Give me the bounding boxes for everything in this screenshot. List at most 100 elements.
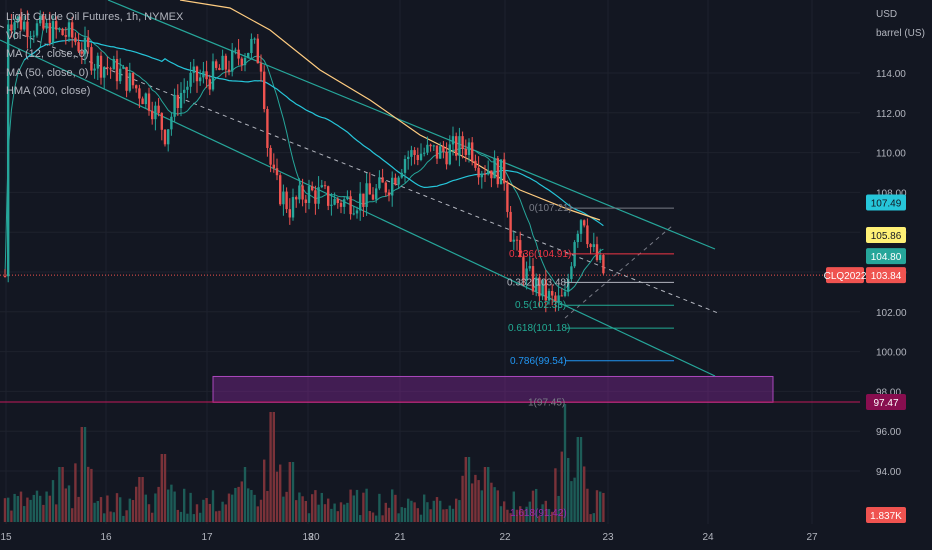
candle-body	[423, 152, 426, 154]
candle-body	[288, 209, 291, 218]
hma-label[interactable]: HMA (300, close)	[6, 85, 91, 97]
volume-bar	[221, 501, 224, 522]
candle-body	[333, 198, 336, 205]
volume-bar	[480, 490, 483, 522]
volume-bar	[256, 506, 259, 522]
volume-bar	[320, 492, 323, 522]
volume-bar	[544, 500, 547, 522]
channel-upper	[107, 0, 716, 250]
candle-body	[595, 244, 599, 261]
candle-body	[234, 49, 237, 51]
candle-body	[42, 15, 45, 29]
candle-body	[371, 194, 375, 200]
candle-body	[583, 220, 586, 226]
candle-body	[461, 136, 464, 149]
volume-bar	[205, 498, 208, 522]
volume-bar	[515, 509, 519, 522]
volume-bar	[74, 463, 77, 522]
price-tick-label: 114.00	[876, 69, 906, 80]
vol-label[interactable]: Vol	[6, 29, 22, 42]
candle-body	[307, 186, 311, 203]
volume-bar	[557, 495, 560, 522]
volume-bar	[247, 488, 250, 522]
candle-body	[208, 79, 211, 90]
candle-body	[439, 146, 442, 159]
candle-body	[39, 15, 42, 24]
candle-body	[122, 66, 125, 69]
volume-bar	[45, 491, 48, 522]
candle-body	[218, 67, 221, 70]
volume-bar	[51, 480, 55, 522]
candle-body	[474, 160, 477, 168]
candle-body	[128, 72, 131, 91]
candle-body	[579, 220, 583, 234]
volume-bar	[435, 497, 439, 522]
volume-bar	[541, 504, 544, 522]
volume-bar	[416, 508, 419, 522]
volume-bar	[362, 492, 365, 522]
candle-body	[240, 58, 243, 66]
candle-body	[400, 172, 403, 178]
candle-body	[221, 55, 224, 70]
hma-line	[179, 0, 601, 221]
support-zone	[0, 274, 860, 403]
candle-body	[448, 144, 451, 165]
candle-body	[311, 186, 314, 191]
candle-body	[592, 244, 595, 248]
volume-bar	[592, 513, 595, 522]
candle-body	[266, 109, 269, 148]
volume-bar	[346, 502, 349, 522]
candle-body	[336, 198, 339, 204]
volume-bar	[106, 495, 109, 522]
candle-body	[490, 170, 493, 179]
volume-bar	[573, 477, 576, 522]
volume-bar	[330, 508, 333, 522]
candle-body	[115, 58, 119, 82]
candle-body	[487, 170, 490, 175]
volume-bar	[67, 485, 71, 522]
volume-bar	[71, 508, 74, 522]
ma50-label[interactable]: MA (50, close, 0)	[6, 66, 89, 79]
volume-bar	[16, 496, 19, 522]
candle-body	[467, 142, 471, 155]
candle-body	[243, 57, 247, 66]
candle-body	[541, 279, 544, 297]
volume-bar	[429, 509, 432, 522]
candle-body	[464, 148, 467, 155]
volume-bar	[141, 477, 144, 522]
volume-bar	[567, 457, 570, 522]
volume-bar	[461, 475, 464, 522]
candle-body	[125, 66, 128, 91]
candle-body	[141, 98, 144, 105]
time-tick-label: 18	[302, 532, 314, 543]
volume-bar	[397, 513, 400, 522]
candle-body	[3, 275, 7, 277]
volume-bar	[365, 488, 368, 522]
volume-bar	[499, 506, 503, 522]
candle-body	[522, 257, 525, 281]
candle-body	[301, 185, 304, 200]
candle-body	[80, 51, 83, 54]
candle-body	[71, 22, 74, 38]
volume-bar	[90, 468, 93, 522]
candle-body	[567, 279, 570, 292]
candle-body	[269, 147, 272, 165]
price-tick-label: 108.00	[876, 188, 907, 199]
price-tag-box	[866, 226, 906, 243]
candle-body	[109, 68, 112, 70]
volume-bar	[87, 466, 90, 522]
volume-bar	[445, 509, 448, 522]
volume-bar	[528, 501, 531, 522]
volume-bar	[103, 513, 106, 522]
volume-bar	[381, 515, 384, 522]
volume-bar	[394, 494, 397, 522]
symbol-title[interactable]: Light Crude Oil Futures, 1h, NYMEX	[6, 11, 184, 23]
candle-body	[512, 239, 515, 242]
ma12-label[interactable]: MA (12, close, 0)	[6, 48, 89, 60]
candle-body	[327, 186, 330, 206]
candle-body	[339, 203, 343, 207]
candle-body	[455, 136, 458, 156]
volume-bar	[547, 509, 551, 522]
volume-bar	[477, 480, 480, 522]
